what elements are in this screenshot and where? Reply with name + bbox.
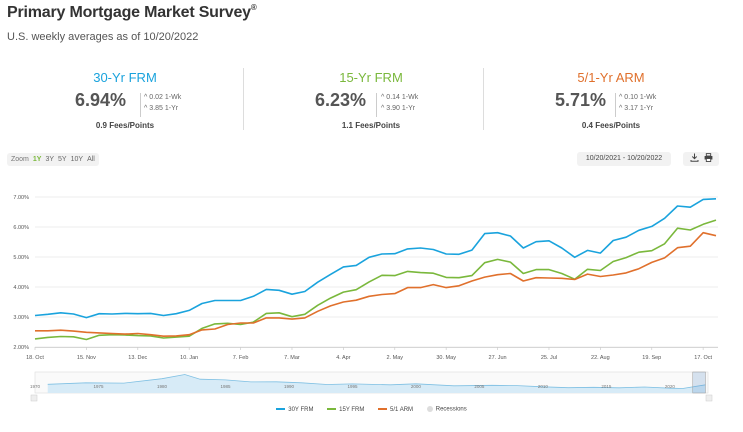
x-tick-label: 30. May [436,355,456,361]
navigator-history-area [47,374,706,393]
arrow-up-icon: ^ [381,94,385,101]
x-tick-label: 13. Dec [128,355,147,361]
arrow-up-icon: ^ [144,105,148,112]
zoom-3y-button[interactable]: 3Y [45,156,55,163]
navigator-year-label: 1970 [30,384,41,389]
navigator-year-label: 2010 [538,384,549,389]
card-wk-change: ^ 0.10 1-Wk [619,94,657,101]
arrow-up-icon: ^ [619,94,623,101]
navigator-year-label: 2015 [601,384,612,389]
card-fees: 1.1 Fees/Points [341,121,401,130]
zoom-1y-button[interactable]: 1Y [32,156,42,163]
x-tick-label: 17. Oct [694,355,712,361]
legend-item-15y[interactable]: 15Y FRM [327,407,364,413]
page-subtitle: U.S. weekly averages as of 10/20/2022 [7,31,199,43]
card-rate: 6.23% [315,90,367,110]
card-yr-change: ^ 3.85 1-Yr [144,105,179,112]
date-range-input[interactable]: 10/20/2021 - 10/20/2022 [577,152,671,166]
navigator-year-label: 2020 [665,384,676,389]
chart-tools [683,152,719,166]
x-tick-label: 25. Jul [541,355,557,361]
y-tick-label: 5.00% [13,255,29,261]
arrow-up-icon: ^ [619,105,623,112]
y-tick-label: 3.00% [13,315,29,321]
legend-item-arm[interactable]: 5/1 ARM [378,407,413,413]
card-label: 30-Yr FRM [93,70,157,85]
series-line-0 [34,198,717,319]
legend-item-recessions[interactable]: Recessions [426,406,467,413]
x-tick-label: 27. Jun [489,355,507,361]
navigator-year-label: 1990 [284,384,295,389]
x-tick-label: 7. Mar [284,355,300,361]
card-30yr: 30-Yr FRM 6.94% ^ 0.02 1-Wk ^ 3.85 1-Yr 0.… [7,66,243,132]
card-rate: 5.71% [555,90,607,110]
card-fees: 0.9 Fees/Points [95,121,155,130]
series-line-1 [34,219,717,341]
navigator-year-label: 1980 [157,384,168,389]
page-title: Primary Mortgage Market Survey® [7,3,257,21]
x-tick-label: 2. May [387,355,404,361]
card-rate: 6.94% [75,90,127,110]
navigator-year-label: 1985 [220,384,231,389]
y-tick-label: 7.00% [13,195,29,201]
navigator-scroll-left [30,394,38,402]
card-wk-change: ^ 0.14 1-Wk [381,94,419,101]
arrow-up-icon: ^ [144,94,148,101]
x-tick-label: 15. Nov [77,355,96,361]
x-tick-label: 22. Aug [591,355,610,361]
x-tick-label: 19. Sep [642,355,661,361]
card-fees: 0.4 Fees/Points [581,121,641,130]
navigator-year-label: 2000 [411,384,422,389]
card-wk-change: ^ 0.02 1-Wk [144,94,182,101]
x-tick-label: 7. Feb [233,355,249,361]
y-tick-label: 6.00% [13,225,29,231]
card-yr-change: ^ 3.17 1-Yr [619,105,654,112]
navigator-year-label: 1995 [347,384,358,389]
zoom-10y-button[interactable]: 10Y [70,156,84,163]
navigator-year-label: 2005 [474,384,485,389]
zoom-all-button[interactable]: All [87,156,95,163]
card-label: 5/1-Yr ARM [577,70,645,85]
download-icon[interactable] [690,153,699,164]
navigator-year-label: 1975 [93,384,104,389]
rate-chart[interactable]: 2.00% 3.00% 4.00% 5.00% 6.00% 7.00% 18. Oct 15… [0,172,743,404]
series-line-2 [35,231,717,337]
x-tick-label: 10. Jan [180,355,198,361]
navigator-scroll-right [705,394,713,402]
navigator-history-line [47,374,706,389]
chart-legend: 30Y FRM 15Y FRM 5/1 ARM Recessions [0,406,743,413]
print-icon[interactable] [704,153,713,164]
card-label: 15-Yr FRM [339,70,403,85]
zoom-controls: Zoom 1Y 3Y 5Y 10Y All [7,153,99,166]
arrow-up-icon: ^ [381,105,385,112]
y-tick-label: 2.00% [13,345,29,351]
y-tick-label: 4.00% [13,285,29,291]
zoom-5y-button[interactable]: 5Y [58,156,67,163]
navigator-selection [692,371,706,394]
card-yr-change: ^ 3.90 1-Yr [381,105,416,112]
card-15yr: 15-Yr FRM 6.23% ^ 0.14 1-Wk ^ 3.90 1-Yr 1.… [253,66,489,132]
x-tick-label: 18. Oct [26,355,44,361]
x-tick-label: 4. Apr [336,355,351,361]
card-arm: 5/1-Yr ARM 5.71% ^ 0.10 1-Wk ^ 3.17 1-Yr 0… [493,66,729,132]
legend-item-30y[interactable]: 30Y FRM [276,407,313,413]
zoom-label: Zoom [11,156,29,163]
